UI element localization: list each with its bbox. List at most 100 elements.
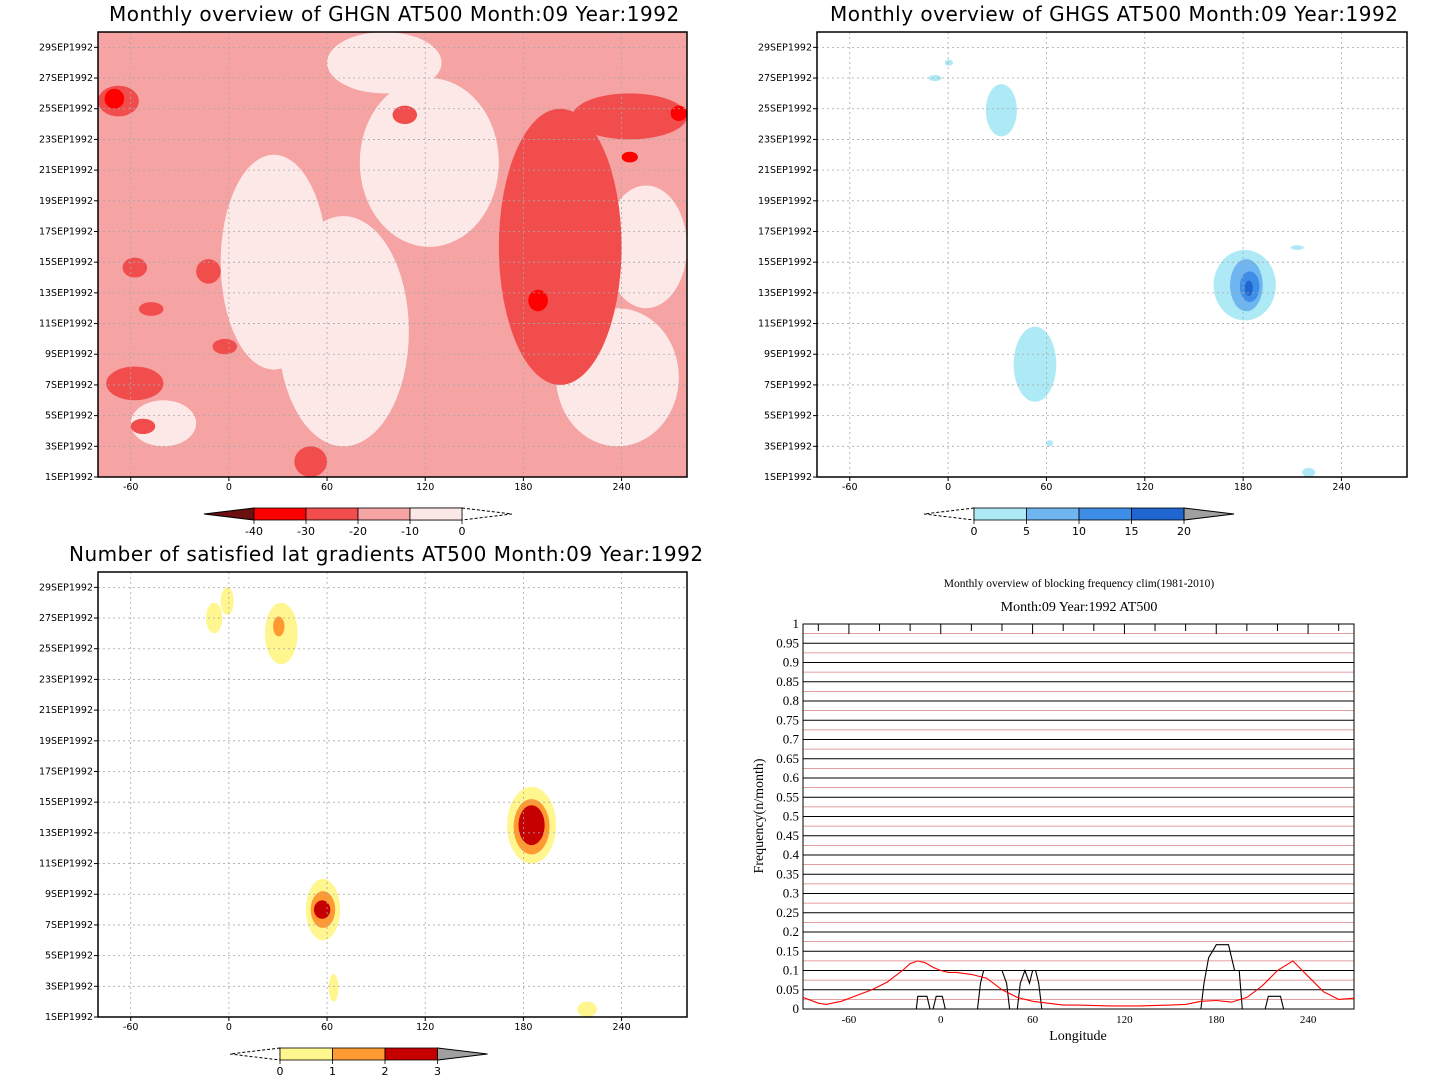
y-tick-label: 1 [793, 616, 800, 631]
y-tick-label: 17SEP1992 [758, 226, 812, 237]
colorbar-label: 5 [1023, 525, 1030, 538]
y-tick-label: 7SEP1992 [45, 920, 93, 931]
y-tick-label: 0.65 [776, 751, 799, 766]
contour-region [106, 366, 164, 401]
x-tick-label: 180 [514, 482, 532, 493]
colorbar-label: 0 [277, 1065, 284, 1078]
blocking-frequency-line-chart: Monthly overview of blocking frequency c… [752, 578, 1355, 1044]
contour-region [1302, 467, 1316, 477]
colorbar-segment [305, 507, 359, 521]
contour-region [138, 302, 164, 316]
y-tick-label: 11SEP1992 [39, 859, 93, 870]
x-tick-label: 240 [1332, 482, 1350, 493]
colorbar-segment [279, 1047, 333, 1061]
y-tick-label: 17SEP1992 [39, 226, 93, 237]
colorbar-left-triangle [229, 1047, 281, 1061]
colorbar-label: 3 [434, 1065, 441, 1078]
x-tick-label: 60 [321, 1022, 333, 1033]
y-tick-label: 0.15 [776, 943, 799, 958]
colorbar-label: -10 [401, 525, 419, 538]
y-tick-label: 29SEP1992 [39, 582, 93, 593]
contour-region [572, 93, 687, 140]
contour-region [528, 289, 548, 312]
y-tick-label: 27SEP1992 [39, 613, 93, 624]
y-tick-label: 0.75 [776, 712, 799, 727]
contour-region-light [130, 400, 197, 447]
y-tick-label: 5SEP1992 [764, 411, 812, 422]
y-tick-label: 21SEP1992 [758, 165, 812, 176]
x-tick-label: 240 [1300, 1014, 1317, 1026]
x-tick-label: 120 [416, 482, 434, 493]
colorbar-left-triangle [923, 507, 975, 521]
colorbar-segment [1131, 507, 1185, 521]
y-tick-label: 1SEP1992 [45, 1012, 93, 1023]
y-tick-label: 11SEP1992 [39, 319, 93, 330]
x-tick-label: -60 [123, 1022, 139, 1033]
colorbar-label: 20 [1177, 525, 1191, 538]
contour-region [212, 338, 238, 355]
chart-4-xlabel: Longitude [1049, 1029, 1107, 1044]
contour-region [944, 59, 954, 66]
x-tick-label: 120 [1116, 1014, 1133, 1026]
contour-region-light [605, 185, 687, 309]
y-tick-label: 0.1 [783, 963, 799, 978]
x-tick-label: 240 [612, 482, 630, 493]
contour-region [313, 900, 331, 919]
y-tick-label: 9SEP1992 [764, 349, 812, 360]
y-tick-label: 11SEP1992 [758, 319, 812, 330]
y-tick-label: 1SEP1992 [764, 472, 812, 483]
y-tick-label: 0.4 [783, 847, 800, 862]
y-tick-label: 29SEP1992 [758, 42, 812, 53]
chart-3-title: Number of satisfied lat gradients AT500 … [69, 542, 704, 566]
x-tick-label: 120 [416, 1022, 434, 1033]
contour-region [621, 151, 638, 163]
colorbar-right-triangle [437, 1047, 488, 1061]
y-tick-label: 15SEP1992 [758, 257, 812, 268]
colorbar-label: 1 [329, 1065, 336, 1078]
contour-region [196, 259, 221, 284]
colorbar-segment [1026, 507, 1080, 521]
y-tick-label: 5SEP1992 [45, 951, 93, 962]
y-tick-label: 27SEP1992 [39, 73, 93, 84]
y-tick-label: 0.3 [783, 886, 799, 901]
ghgn-contour-chart: -60 0 60 120 180 240 1SEP1992 3SEP1992 5SEP1992 7… [39, 31, 688, 538]
y-tick-label: 13SEP1992 [39, 288, 93, 299]
y-tick-label: 5SEP1992 [45, 411, 93, 422]
y-tick-label: 15SEP1992 [39, 257, 93, 268]
contour-region-light [327, 32, 442, 94]
x-tick-label: 0 [226, 1022, 232, 1033]
contour-region [518, 805, 545, 846]
plot-background [817, 32, 1407, 477]
contour-region [104, 88, 125, 109]
chart-4-title: Monthly overview of blocking frequency c… [944, 578, 1215, 590]
y-tick-label: 0.45 [776, 828, 799, 843]
colorbar-segment [332, 1047, 386, 1061]
y-tick-label: 0.85 [776, 674, 799, 689]
x-tick-label: 180 [1208, 1014, 1225, 1026]
colorbar-label: 0 [971, 525, 978, 538]
y-tick-label: 0.2 [783, 924, 799, 939]
lat-gradients-contour-chart: -60 0 60 120 180 2401SEP19923SEP19925SEP19927… [39, 571, 688, 1078]
x-tick-label: 180 [514, 1022, 532, 1033]
colorbar-label: -20 [349, 525, 367, 538]
contour-region [670, 105, 687, 121]
plot-frame [97, 571, 688, 1018]
y-tick-label: 23SEP1992 [758, 134, 812, 145]
x-tick-label: -60 [123, 482, 139, 493]
y-tick-label: 19SEP1992 [758, 196, 812, 207]
colorbar-right-triangle [461, 507, 513, 521]
y-tick-label: 9SEP1992 [45, 349, 93, 360]
colorbar-segment [384, 1047, 438, 1061]
x-tick-label: -60 [842, 1014, 857, 1026]
y-tick-label: 3SEP1992 [764, 441, 812, 452]
y-tick-label: 15SEP1992 [39, 797, 93, 808]
y-tick-label: 0.35 [776, 866, 799, 881]
colorbar-right-triangle [1183, 507, 1235, 521]
x-tick-label: 60 [1040, 482, 1052, 493]
colorbar-segment [1078, 507, 1132, 521]
series-line-0 [803, 944, 1354, 1010]
contour-region [122, 257, 148, 278]
x-tick-label: 180 [1234, 482, 1252, 493]
chart-1-title: Monthly overview of GHGN AT500 Month:09 … [109, 2, 680, 26]
contour-region [928, 74, 942, 82]
